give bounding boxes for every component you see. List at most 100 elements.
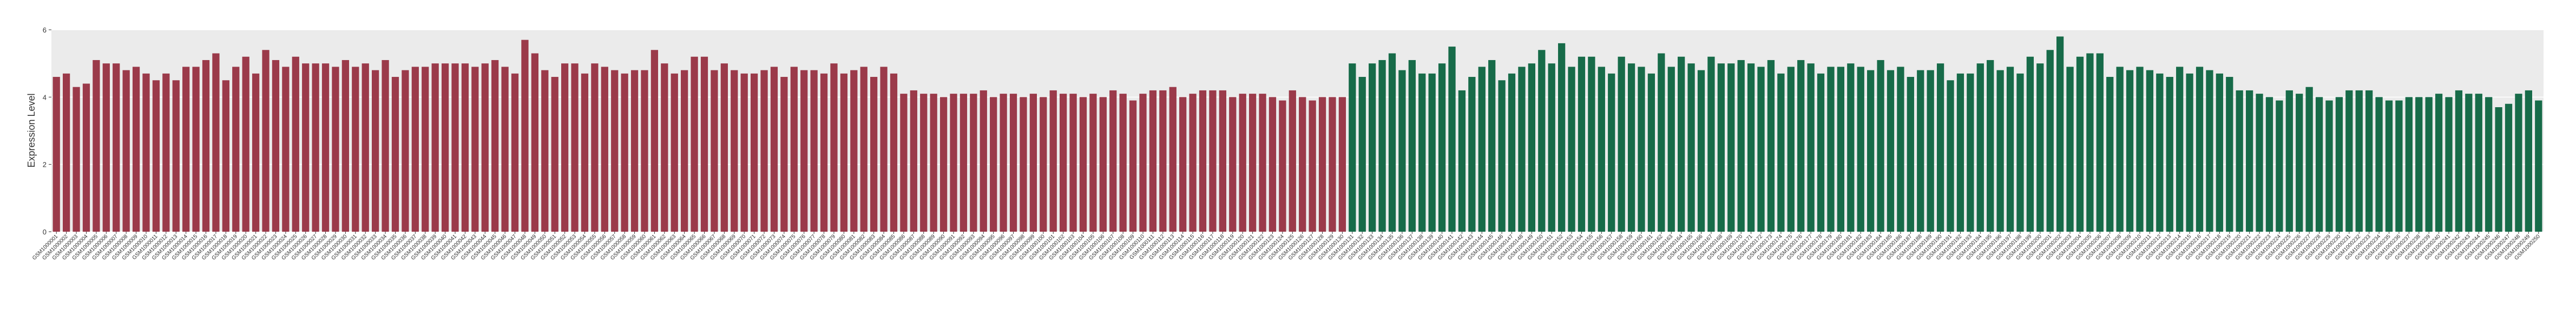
bar — [501, 67, 509, 232]
bar — [1847, 63, 1855, 232]
bar — [1817, 73, 1825, 232]
bar — [630, 70, 639, 232]
bar — [1927, 70, 1934, 232]
bar — [1358, 77, 1366, 232]
bar — [1568, 67, 1575, 232]
bar — [581, 73, 589, 232]
bar — [122, 70, 130, 232]
bar — [890, 73, 898, 232]
bar — [411, 67, 419, 232]
bar — [2285, 90, 2293, 232]
bar — [1538, 50, 1546, 232]
bar — [950, 94, 957, 232]
bar — [182, 67, 190, 232]
bar — [760, 70, 768, 232]
bar — [1558, 43, 1566, 232]
bar — [1478, 67, 1486, 232]
bar — [541, 70, 549, 232]
bar — [1349, 63, 1356, 232]
bar — [2455, 90, 2463, 232]
bar — [382, 60, 389, 232]
bar — [571, 63, 579, 232]
bar — [1996, 70, 2004, 232]
bar — [152, 80, 160, 232]
bar — [302, 63, 310, 232]
bar — [321, 63, 330, 232]
bar — [551, 77, 558, 232]
bar — [2006, 67, 2014, 232]
bar — [1747, 63, 1755, 232]
bar — [1578, 56, 1586, 232]
bar — [132, 67, 140, 232]
bar — [661, 63, 668, 232]
bar — [2186, 73, 2193, 232]
bar — [1428, 73, 1436, 232]
bar — [1697, 70, 1705, 232]
bar — [900, 94, 908, 232]
y-tick-label: 0 — [43, 228, 47, 236]
bar — [561, 63, 569, 232]
bar — [1269, 97, 1277, 232]
bar — [232, 67, 240, 232]
bar — [102, 63, 110, 232]
bar — [1877, 60, 1884, 232]
bar — [2405, 97, 2413, 232]
bar — [1947, 80, 1954, 232]
bar — [1049, 90, 1057, 232]
bar — [2485, 97, 2493, 232]
bar — [1079, 97, 1087, 232]
bar — [1199, 90, 1207, 232]
bar — [830, 63, 838, 232]
bar — [611, 70, 619, 232]
bar — [2525, 90, 2533, 232]
bar — [222, 80, 229, 232]
bar — [1458, 90, 1466, 232]
bar — [1488, 60, 1496, 232]
bar — [521, 40, 529, 232]
bar — [2026, 56, 2034, 232]
bar — [1009, 94, 1017, 232]
bar — [681, 70, 688, 232]
y-tick-label: 2 — [43, 161, 47, 169]
bar — [1528, 63, 1536, 232]
bar — [2086, 53, 2094, 232]
bar — [73, 87, 80, 232]
bar — [1109, 90, 1117, 232]
bar — [2535, 100, 2542, 232]
bar — [2046, 50, 2054, 232]
bar — [711, 70, 718, 232]
bar — [1388, 53, 1396, 232]
bar — [52, 77, 60, 232]
bar — [202, 60, 210, 232]
bar — [441, 63, 449, 232]
bar — [1248, 94, 1257, 232]
bar — [2315, 97, 2323, 232]
bar — [1548, 63, 1555, 232]
bar — [1588, 56, 1595, 232]
bar — [62, 73, 70, 232]
bar — [2305, 87, 2313, 232]
bar — [2056, 36, 2064, 232]
bar — [451, 63, 459, 232]
bar — [2475, 94, 2482, 232]
bar — [2146, 70, 2154, 232]
bar — [372, 70, 379, 232]
bar — [1289, 90, 1296, 232]
bar — [1209, 90, 1217, 232]
bar — [1678, 56, 1685, 232]
bar — [1976, 63, 1984, 232]
bar — [1169, 87, 1177, 232]
bar — [1508, 73, 1516, 232]
bar — [671, 73, 678, 232]
bar — [1787, 67, 1795, 232]
bar — [1398, 70, 1406, 232]
bar — [192, 67, 200, 232]
bar — [910, 90, 917, 232]
bar — [1299, 97, 1306, 232]
bar — [939, 97, 948, 232]
bar — [491, 60, 499, 232]
bar — [481, 63, 489, 232]
bar — [691, 56, 698, 232]
bar — [1329, 97, 1336, 232]
bar — [1468, 77, 1476, 232]
